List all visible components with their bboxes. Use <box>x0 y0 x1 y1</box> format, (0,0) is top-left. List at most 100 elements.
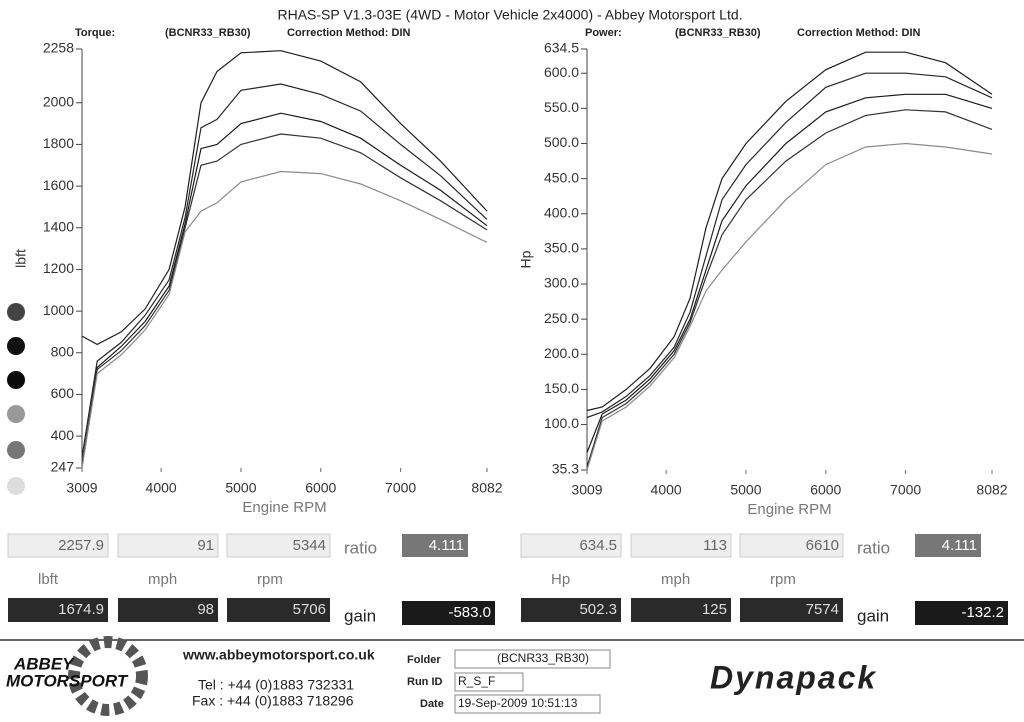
unit-label: lbft <box>38 571 59 588</box>
max-box <box>117 533 219 558</box>
x-tick-label: 7000 <box>890 482 921 498</box>
ratio-box <box>402 534 468 557</box>
title: RHAS-SP V1.3-03E (4WD - Motor Vehicle 2x… <box>277 7 742 23</box>
line-series <box>586 72 993 419</box>
torque-correction: Correction Method: DIN <box>287 27 410 39</box>
ratio-box <box>915 534 981 557</box>
min-value: 125 <box>702 601 727 618</box>
y-tick-label: 350.0 <box>544 240 579 256</box>
y-axis-label: lbft <box>13 249 29 268</box>
unit-label: rpm <box>770 571 796 588</box>
unit-label: mph <box>661 571 690 588</box>
min-value: 1674.9 <box>58 601 104 618</box>
y-tick-label: 1200 <box>43 260 74 276</box>
unit-label: mph <box>148 571 177 588</box>
x-tick-label: 8082 <box>976 482 1007 498</box>
run: R_S_F <box>458 674 495 688</box>
min-box <box>227 598 330 622</box>
y-tick-label: 400 <box>51 427 75 443</box>
date-box <box>454 694 601 714</box>
y-tick-label: 634.5 <box>544 40 579 56</box>
gain-label: gain <box>344 606 376 625</box>
y-tick-label: 100.0 <box>544 415 579 431</box>
dot <box>7 371 25 389</box>
x-axis-label: Engine RPM <box>747 501 831 518</box>
dot <box>7 337 25 355</box>
ratio-label: ratio <box>857 538 890 557</box>
y-tick-label: 1400 <box>43 218 74 234</box>
y-tick-label: 2000 <box>43 93 74 109</box>
date-label: Date <box>420 698 444 710</box>
x-tick-label: 6000 <box>810 482 841 498</box>
y-tick-label: 247 <box>51 459 75 475</box>
dot <box>7 441 25 459</box>
tel: Tel : +44 (0)1883 732331 <box>198 677 354 693</box>
logo: ABBEY MOTORSPORT <box>6 636 148 716</box>
torque-vehicle: (BCNR33_RB30) <box>165 27 251 39</box>
dot <box>7 477 25 495</box>
y-tick-label: 200.0 <box>544 345 579 361</box>
logo-bottom: MOTORSPORT <box>6 671 129 690</box>
max-value: 91 <box>197 537 214 554</box>
dot <box>7 303 25 321</box>
y-tick-label: 35.3 <box>552 461 579 477</box>
x-tick-label: 8082 <box>471 480 502 496</box>
max-box <box>520 533 622 558</box>
min-box <box>118 598 218 622</box>
line-series <box>81 83 488 458</box>
gain-box <box>402 601 495 625</box>
x-tick-label: 5000 <box>730 482 761 498</box>
line-series <box>81 112 488 468</box>
y-tick-label: 2258 <box>43 40 74 56</box>
min-value: 7574 <box>806 601 839 618</box>
torque-label: Torque: <box>75 27 115 39</box>
run-box <box>454 672 524 692</box>
ratio-label: ratio <box>344 538 377 557</box>
max-box <box>226 533 331 558</box>
ratio-value: 4.111 <box>429 537 464 554</box>
y-tick-label: 400.0 <box>544 204 579 220</box>
line-series <box>81 133 488 466</box>
min-box <box>631 598 731 622</box>
power-label: Power: <box>585 27 622 39</box>
max-value: 113 <box>703 537 727 554</box>
folder-label: Folder <box>407 654 441 666</box>
x-tick-label: 7000 <box>385 480 416 496</box>
logo-ring <box>68 636 148 716</box>
line-series <box>81 170 488 469</box>
dot <box>7 405 25 423</box>
y-axis-label: Hp <box>518 250 534 268</box>
x-tick-label: 3009 <box>571 482 602 498</box>
line-series <box>81 50 488 346</box>
x-axis-label: Engine RPM <box>242 499 326 516</box>
folder: (BCNR33_RB30) <box>497 651 589 665</box>
x-tick-label: 6000 <box>305 480 336 496</box>
min-value: 502.3 <box>579 601 617 618</box>
gain-value: -132.2 <box>961 604 1004 621</box>
max-value: 634.5 <box>579 537 617 554</box>
min-value: 98 <box>197 601 214 618</box>
x-tick-label: 4000 <box>146 480 177 496</box>
max-value: 6610 <box>806 537 839 554</box>
min-box <box>740 598 843 622</box>
power-correction: Correction Method: DIN <box>797 27 920 39</box>
run-label: Run ID <box>407 676 442 688</box>
fax: Fax : +44 (0)1883 718296 <box>192 693 354 709</box>
x-tick-label: 4000 <box>651 482 682 498</box>
y-tick-label: 1800 <box>43 135 74 151</box>
max-box <box>739 533 844 558</box>
x-tick-label: 3009 <box>66 480 97 496</box>
y-tick-label: 450.0 <box>544 169 579 185</box>
max-value: 5344 <box>293 537 326 554</box>
line-series <box>586 93 993 453</box>
line-series <box>586 109 993 467</box>
website: www.abbeymotorsport.co.uk <box>182 647 375 663</box>
power-vehicle: (BCNR33_RB30) <box>675 27 761 39</box>
gain-value: -583.0 <box>448 604 491 621</box>
gain-box <box>915 601 1008 625</box>
y-tick-label: 500.0 <box>544 134 579 150</box>
line-series <box>586 51 993 412</box>
color-dots <box>7 303 25 495</box>
y-tick-label: 800 <box>51 343 75 359</box>
